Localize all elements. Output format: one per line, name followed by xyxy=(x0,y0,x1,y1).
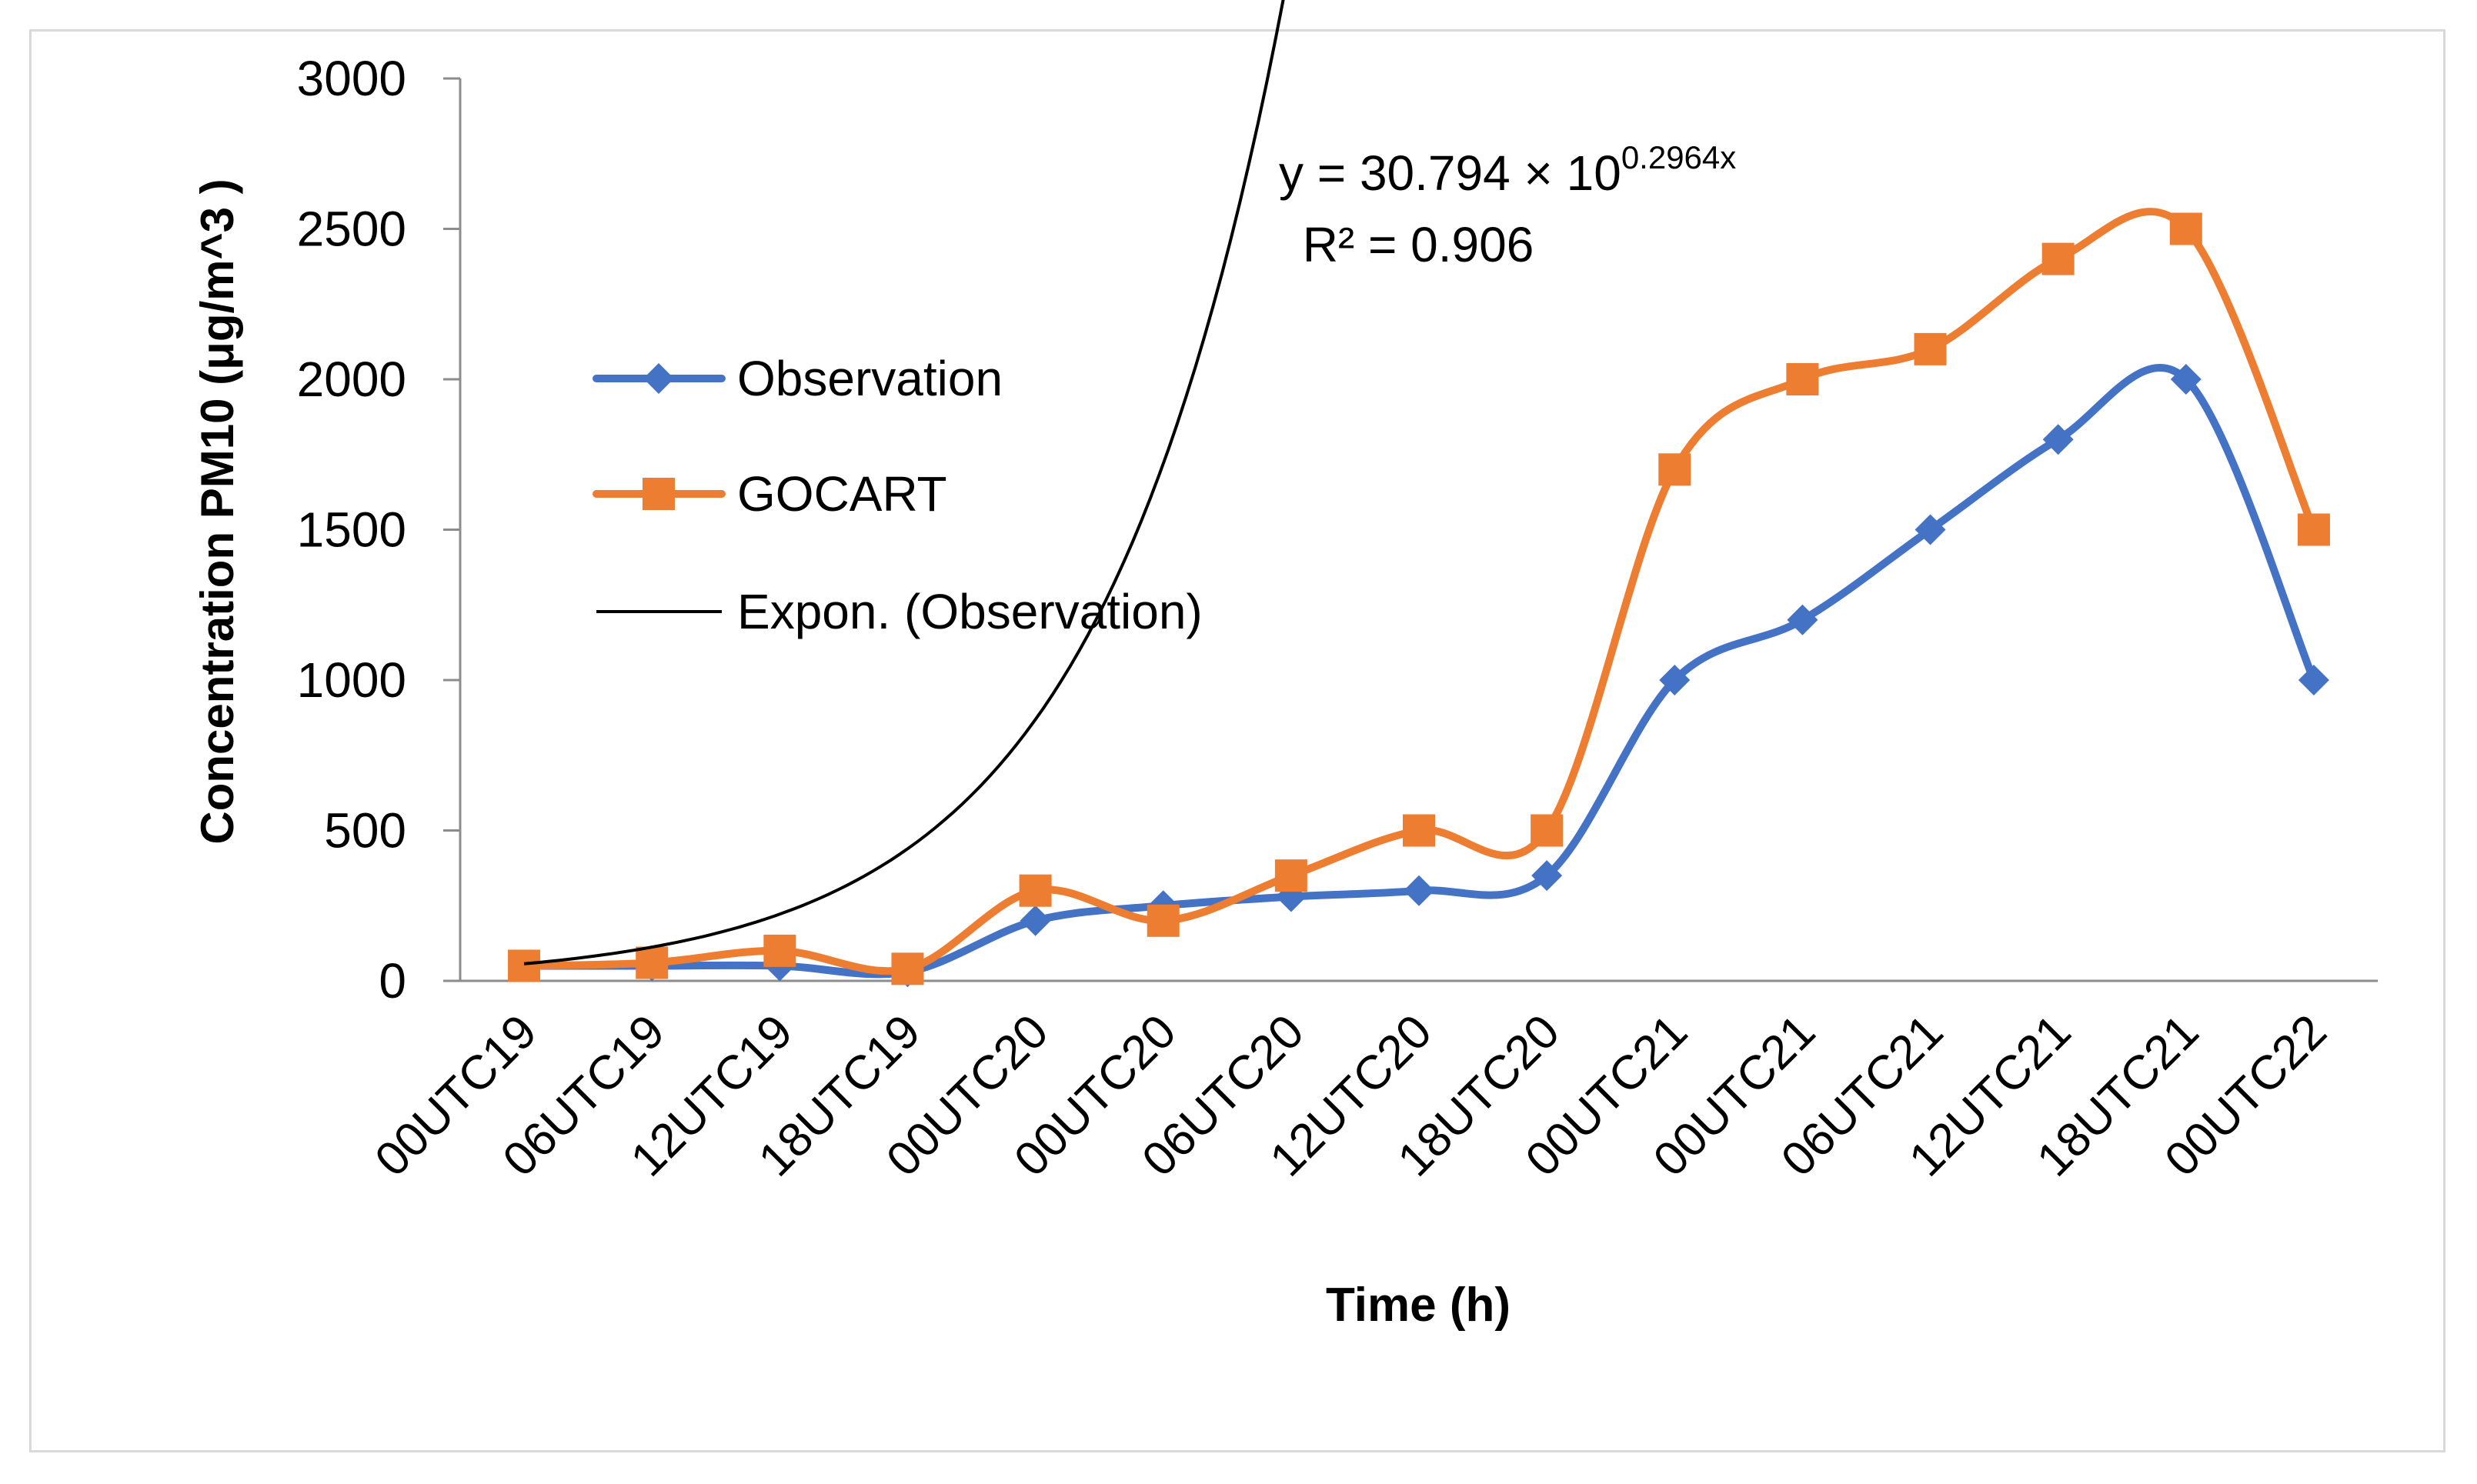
legend: Observation GOCART Expon. (Observation) xyxy=(593,351,1203,639)
data-point-gocart-11 xyxy=(1914,332,1947,365)
data-point-observation-14 xyxy=(2298,665,2329,695)
y-tick-label: 1000 xyxy=(297,652,406,708)
chart-frame xyxy=(29,29,2445,1452)
data-point-gocart-6 xyxy=(1274,859,1307,892)
data-point-gocart-0 xyxy=(508,949,541,982)
legend-item-trendline: Expon. (Observation) xyxy=(596,584,1203,639)
equation-base: y = 30.794 × 10 xyxy=(1279,145,1621,201)
legend-marker-gocart xyxy=(643,478,675,510)
series-gocart xyxy=(508,208,2330,985)
legend-label-observation: Observation xyxy=(737,351,1003,406)
y-tick-label: 1500 xyxy=(297,502,406,558)
legend-label-trendline: Expon. (Observation) xyxy=(737,584,1203,639)
data-point-gocart-9 xyxy=(1658,453,1691,486)
data-point-gocart-13 xyxy=(2169,212,2202,245)
r-squared: R² = 0.906 xyxy=(1303,217,1534,272)
data-point-gocart-14 xyxy=(2297,513,2330,546)
y-tick-label: 2000 xyxy=(297,352,406,407)
y-tick-label: 3000 xyxy=(297,51,406,106)
y-tick-labels: 0 500 1000 1500 2000 2500 3000 xyxy=(297,51,460,1009)
x-tick-labels: 00UTC1906UTC1912UTC1918UTC1900UTC2000UTC… xyxy=(366,1005,2337,1186)
equation-exponent: 0.2964x xyxy=(1621,139,1736,175)
y-tick-label: 500 xyxy=(324,803,406,859)
trendline-equation: y = 30.794 × 100.2964x R² = 0.906 xyxy=(1279,139,1736,272)
data-point-gocart-1 xyxy=(636,946,669,979)
data-point-gocart-10 xyxy=(1786,363,1819,395)
y-tick-label: 2500 xyxy=(297,202,406,257)
data-point-gocart-3 xyxy=(891,952,924,985)
legend-marker-observation xyxy=(643,363,674,394)
data-point-gocart-7 xyxy=(1403,814,1435,847)
trendline-layer xyxy=(523,0,1285,965)
legend-label-gocart: GOCART xyxy=(737,466,947,522)
y-tick-label: 0 xyxy=(379,953,406,1009)
data-point-observation-9 xyxy=(1659,665,1691,695)
data-point-gocart-5 xyxy=(1147,904,1180,937)
x-axis-title: Time (h) xyxy=(1326,1279,1511,1332)
svg-text:y = 30.794 × 100.2964x: y = 30.794 × 100.2964x xyxy=(1279,139,1736,201)
data-point-observation-7 xyxy=(1404,875,1434,906)
data-point-observation-13 xyxy=(2170,364,2202,395)
data-point-observation-8 xyxy=(1531,860,1563,892)
data-point-observation-10 xyxy=(1787,604,1818,635)
y-axis-title: Concentration PM10 (μg/m^3 ) xyxy=(192,178,243,844)
data-point-observation-4 xyxy=(1020,905,1051,936)
data-point-gocart-2 xyxy=(763,934,796,967)
series-layer xyxy=(508,208,2330,988)
trendline-exponential xyxy=(523,0,1285,965)
legend-item-gocart: GOCART xyxy=(593,466,947,522)
data-point-gocart-8 xyxy=(1531,814,1564,847)
data-point-observation-11 xyxy=(1915,514,1946,545)
data-point-gocart-12 xyxy=(2041,242,2075,275)
data-point-gocart-4 xyxy=(1019,874,1052,907)
legend-item-observation: Observation xyxy=(593,351,1003,406)
data-point-observation-12 xyxy=(2042,424,2074,455)
series-observation xyxy=(509,364,2329,988)
